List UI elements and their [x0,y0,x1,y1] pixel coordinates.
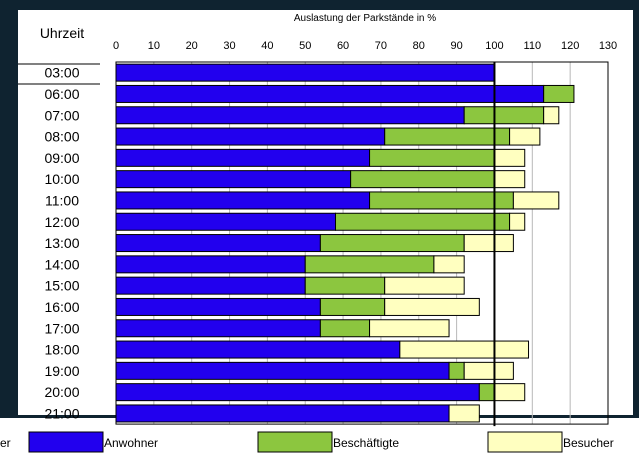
bar-anwohner-1400 [115,255,306,274]
legend-swatch-anwohner [28,431,104,453]
category-label: 16:00 [44,299,79,315]
x-tick-label: 90 [450,40,462,52]
x-tick-label: 100 [485,40,503,52]
bar-anwohner-1700 [115,319,321,338]
bar-beschftigte-0800 [384,127,511,146]
bar-anwohner-1300 [115,234,321,253]
category-label: 14:00 [44,256,79,272]
bar-beschftigte-2000 [478,383,495,402]
legend-swatch-besucher [487,431,563,453]
bar-anwohner-0300 [115,63,495,82]
bar-beschftigte-1200 [335,212,511,231]
category-label: 21:00 [44,405,79,421]
bar-beschftigte-1000 [350,170,495,189]
category-label: 18:00 [44,342,79,358]
bar-anwohner-0800 [115,127,386,146]
bar-beschftigte-1400 [304,255,435,274]
bar-beschftigte-0600 [543,84,575,103]
x-tick-label: 10 [148,40,160,52]
x-tick-label: 70 [375,40,387,52]
bar-beschftigte-1100 [369,191,514,210]
x-tick-label: 120 [561,40,579,52]
bar-beschftigte-1600 [319,297,386,316]
chart-title: Auslastung der Parkstände in % [294,13,436,24]
x-tick-label: 60 [337,40,349,52]
category-label: 03:00 [44,65,79,81]
bar-anwohner-2000 [115,383,480,402]
legend-label: Anwohner [104,436,158,450]
bar-anwohner-1600 [115,297,321,316]
bar-beschftigte-1300 [319,234,465,253]
bar-anwohner-1100 [115,191,371,210]
legend-clipped-text: er [0,436,11,450]
bar-besucher-1600 [384,297,480,316]
category-label: 06:00 [44,86,79,102]
bar-besucher-1800 [399,340,530,359]
legend-swatch-beschftigte [257,431,333,453]
x-tick-label: 80 [413,40,425,52]
bar-besucher-2100 [448,404,480,423]
category-label: 17:00 [44,320,79,336]
x-tick-label: 50 [299,40,311,52]
bar-besucher-1500 [384,276,465,295]
bar-beschftigte-0700 [463,106,545,125]
bar-beschftigte-1700 [319,319,371,338]
category-label: 07:00 [44,107,79,123]
bar-besucher-1300 [463,234,514,253]
bar-besucher-0800 [509,127,541,146]
category-label: 12:00 [44,214,79,230]
bar-besucher-1900 [463,361,514,380]
bar-anwohner-1800 [115,340,401,359]
category-label: 13:00 [44,235,79,251]
category-label: 10:00 [44,171,79,187]
category-label: 09:00 [44,150,79,166]
x-tick-label: 30 [223,40,235,52]
bar-anwohner-0600 [115,84,545,103]
bar-beschftigte-1900 [448,361,465,380]
x-tick-label: 130 [599,40,617,52]
y-axis-label: Uhrzeit [40,25,84,41]
x-tick-label: 110 [524,40,542,52]
bar-beschftigte-0900 [369,148,495,167]
bar-anwohner-1500 [115,276,306,295]
category-label: 20:00 [44,384,79,400]
category-label: 11:00 [45,192,79,208]
bar-besucher-2000 [493,383,526,402]
category-label: 08:00 [44,129,79,145]
bar-beschftigte-1500 [304,276,386,295]
bar-besucher-0900 [493,148,526,167]
bar-besucher-1000 [493,170,526,189]
bar-besucher-1200 [509,212,526,231]
bar-anwohner-1200 [115,212,337,231]
bar-anwohner-1900 [115,361,450,380]
x-tick-label: 20 [186,40,198,52]
legend-label: Besucher [563,436,614,450]
bar-anwohner-0900 [115,148,371,167]
x-tick-label: 0 [113,40,119,52]
x-tick-label: 40 [261,40,273,52]
bar-besucher-1700 [369,319,450,338]
bar-anwohner-0700 [115,106,465,125]
bar-besucher-0700 [543,106,560,125]
bar-besucher-1400 [433,255,465,274]
bar-anwohner-2100 [115,404,450,423]
bar-besucher-1100 [512,191,560,210]
category-label: 19:00 [44,363,79,379]
category-label: 15:00 [44,278,79,294]
bar-anwohner-1000 [115,170,352,189]
legend-label: Beschäftigte [333,436,399,450]
